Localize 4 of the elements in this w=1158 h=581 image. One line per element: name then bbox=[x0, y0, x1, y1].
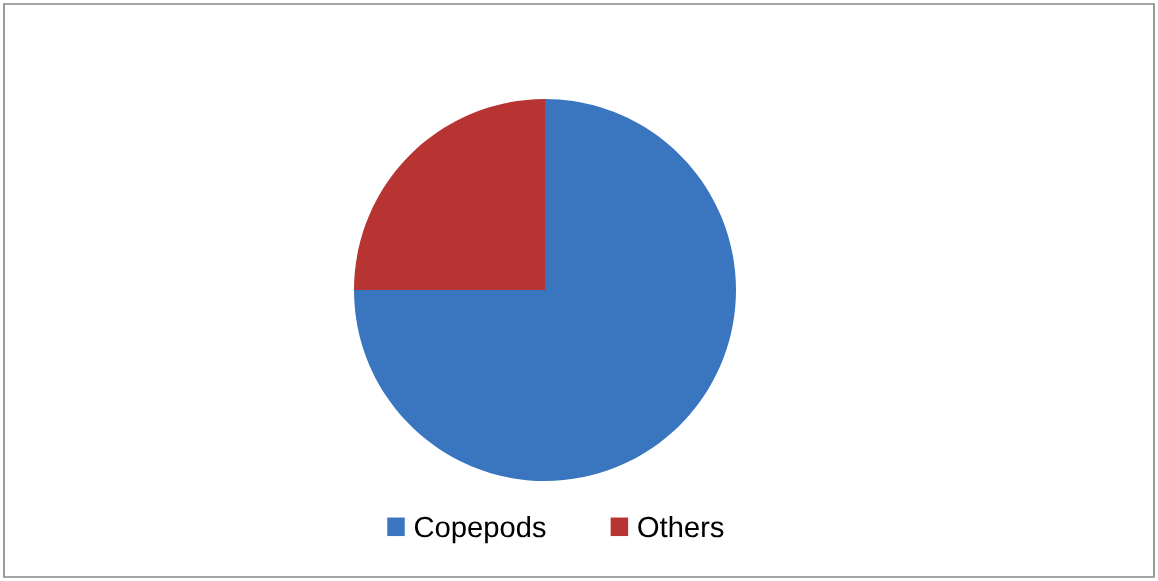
legend-label: Others bbox=[638, 515, 724, 538]
pie-slice bbox=[354, 99, 545, 290]
pie-slice bbox=[354, 99, 736, 481]
legend-label: Copepods bbox=[414, 515, 546, 544]
